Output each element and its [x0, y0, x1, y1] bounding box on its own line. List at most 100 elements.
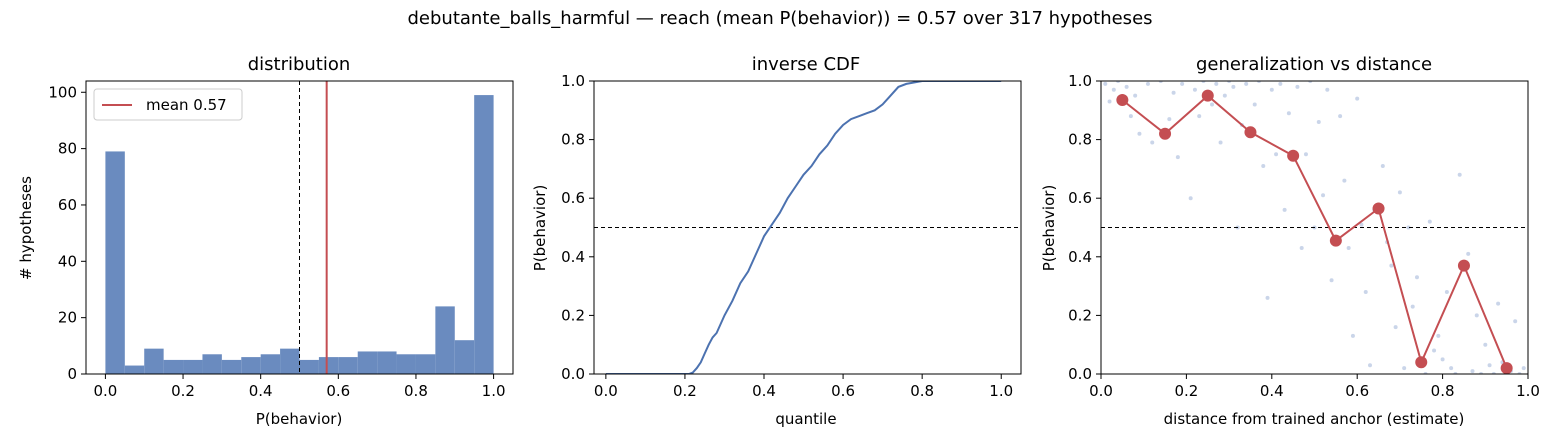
generalization-scatter-point [1133, 93, 1138, 98]
distribution-bar [221, 359, 242, 374]
inverse-cdf-xtick-label: 0.0 [594, 382, 618, 400]
generalization-scatter-point [1137, 131, 1142, 136]
generalization-ytick-label: 0.0 [1068, 365, 1092, 383]
distribution-ytick-label: 40 [58, 252, 77, 270]
generalization-scatter-point [1513, 319, 1518, 324]
distribution-panel: distribution 0.0 0.2 0.4 0.6 0.8 1.0 0 20 40 60 80… [17, 54, 514, 428]
generalization-scatter-point [1487, 363, 1492, 368]
generalization-scatter-point [1457, 172, 1462, 177]
generalization-scatter-point [1346, 246, 1351, 251]
distribution-bar [163, 359, 184, 374]
generalization-xtick-label: 0.2 [1174, 382, 1198, 400]
generalization-scatter-point [1261, 163, 1266, 168]
generalization-scatter-point [1355, 96, 1360, 101]
generalization-scatter-point [1338, 114, 1343, 119]
generalization-scatter-point [1466, 251, 1471, 256]
distribution-xtick-label: 0.8 [404, 382, 428, 400]
generalization-binned-marker [1159, 127, 1172, 140]
inverse-cdf-xtick-label: 1.0 [989, 382, 1013, 400]
distribution-bar [357, 351, 378, 374]
generalization-scatter-point [1274, 152, 1279, 157]
generalization-scatter-point [1128, 114, 1133, 119]
generalization-scatter-point [1210, 102, 1215, 107]
distribution-bar [105, 151, 125, 374]
generalization-scatter-point [1436, 333, 1441, 338]
inverse-cdf-xtick-label: 0.8 [910, 382, 934, 400]
generalization-scatter-point [1410, 304, 1415, 309]
generalization-scatter-point [1449, 366, 1454, 371]
distribution-xlabel: P(behavior) [256, 410, 343, 428]
distribution-bar [435, 306, 455, 374]
generalization-scatter-point [1414, 275, 1419, 280]
distribution-ytick-label: 0 [67, 365, 77, 383]
generalization-binned-marker [1244, 126, 1257, 139]
generalization-scatter-point [1521, 366, 1526, 371]
generalization-xtick-label: 0.4 [1260, 382, 1284, 400]
generalization-title: generalization vs distance [1196, 54, 1432, 75]
distribution-legend-box [93, 88, 243, 121]
generalization-xtick-label: 0.6 [1345, 382, 1369, 400]
generalization-scatter-point [1231, 84, 1236, 89]
inverse-cdf-ytick-label: 0.2 [561, 306, 585, 324]
distribution-bar [280, 348, 300, 374]
generalization-scatter-point [1402, 366, 1407, 371]
generalization-scatter-point [1145, 81, 1150, 86]
generalization-frame [1100, 80, 1529, 375]
generalization-scatter-point [1167, 117, 1172, 122]
distribution-xtick-label: 0.4 [249, 382, 273, 400]
generalization-scatter-point [1474, 313, 1479, 318]
generalization-binned-marker [1329, 234, 1342, 247]
inverse-cdf-xtick-label: 0.6 [831, 382, 855, 400]
inverse-cdf-ytick-label: 0.6 [561, 189, 585, 207]
inverse-cdf-ytick-label: 0.0 [561, 365, 585, 383]
figure-suptitle: debutante_balls_harmful — reach (mean P(… [407, 8, 1152, 29]
distribution-xtick-label: 0.2 [171, 382, 195, 400]
generalization-ytick-label: 0.6 [1068, 189, 1092, 207]
generalization-scatter-point [1350, 333, 1355, 338]
distribution-legend-label: mean 0.57 [146, 96, 227, 114]
generalization-scatter-point [1180, 81, 1185, 86]
generalization-scatter-point [1393, 325, 1398, 330]
generalization-xtick-label: 0.0 [1089, 382, 1113, 400]
generalization-scatter-point [1496, 301, 1501, 306]
distribution-plot-area: 0.0 0.2 0.4 0.6 0.8 1.0 0 20 40 60 80 100 mean 0.57 [48, 80, 514, 400]
generalization-scatter-point [1359, 222, 1364, 227]
generalization-scatter-point [1406, 225, 1411, 230]
distribution-bar [415, 354, 436, 374]
distribution-frame [85, 80, 514, 375]
distribution-bar [183, 359, 203, 374]
generalization-ytick-label: 0.4 [1068, 248, 1092, 266]
generalization-scatter-point [1269, 87, 1274, 92]
generalization-xtick-label: 1.0 [1516, 382, 1540, 400]
generalization-xlabel: distance from trained anchor (estimate) [1164, 410, 1465, 428]
generalization-scatter-point [1107, 99, 1112, 104]
generalization-scatter-point [1380, 163, 1385, 168]
inverse-cdf-plot-area: 0.0 0.2 0.4 0.6 0.8 1.0 0.0 0.2 0.4 0.6 0.8 1.0 [561, 72, 1022, 400]
generalization-scatter-point [1265, 295, 1270, 300]
distribution-bar [377, 351, 397, 374]
generalization-scatter-point [1483, 342, 1488, 347]
generalization-binned-marker [1372, 202, 1385, 215]
distribution-ytick-label: 20 [58, 309, 77, 327]
generalization-binned-marker [1500, 362, 1513, 375]
generalization-plot-area: 0.0 0.2 0.4 0.6 0.8 1.0 0.0 0.2 0.4 0.6 0.8 1.0 [1068, 72, 1540, 400]
generalization-scatter-point [1397, 190, 1402, 195]
distribution-ylabel: # hypotheses [17, 176, 35, 280]
distribution-ytick-label: 80 [58, 140, 77, 158]
distribution-bar [241, 357, 261, 374]
inverse-cdf-xlabel: quantile [775, 410, 836, 428]
distribution-xtick-label: 0.0 [93, 382, 117, 400]
generalization-scatter-point [1124, 84, 1129, 89]
generalization-scatter-point [1244, 81, 1249, 86]
distribution-legend: mean 0.57 [93, 88, 243, 121]
distribution-bar [338, 357, 358, 374]
generalization-scatter-point [1389, 263, 1394, 268]
generalization-scatter-point [1342, 178, 1347, 183]
distribution-bar [454, 340, 475, 374]
inverse-cdf-xtick-label: 0.4 [752, 382, 776, 400]
generalization-scatter-point [1286, 111, 1291, 116]
generalization-scatter-point [1197, 114, 1202, 119]
distribution-bar [260, 354, 281, 374]
distribution-xtick-label: 0.6 [326, 382, 350, 400]
